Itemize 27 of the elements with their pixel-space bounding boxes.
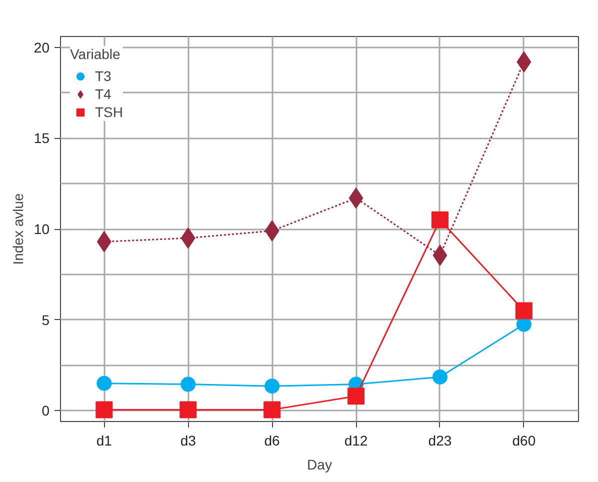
x-tick-label: d60 — [512, 432, 536, 448]
point — [264, 401, 281, 418]
y-tick-label: 0 — [42, 402, 50, 419]
point — [432, 370, 448, 384]
y-tick-label: 10 — [34, 221, 50, 237]
x-tick-label: d1 — [96, 432, 112, 448]
x-tick-label: d23 — [428, 432, 452, 448]
point — [515, 302, 532, 320]
y-axis-title: Index avlue — [10, 192, 26, 265]
point — [180, 376, 196, 392]
x-tick-label: d6 — [264, 432, 280, 448]
point — [348, 388, 365, 405]
legend-label: TSH — [95, 103, 123, 121]
point — [96, 401, 113, 418]
x-axis-title: Day — [307, 456, 332, 472]
x-tick-label: d12 — [344, 432, 368, 448]
point — [180, 401, 197, 418]
point — [431, 211, 448, 228]
legend-label: T4 — [95, 85, 112, 103]
y-tick-label: 5 — [42, 312, 50, 328]
x-tick-label: d3 — [180, 432, 196, 448]
legend-label: T3 — [95, 67, 112, 85]
point — [96, 376, 112, 391]
y-tick-label: 15 — [34, 130, 50, 146]
legend-title: Variable — [70, 46, 122, 62]
y-tick-label: 20 — [34, 39, 50, 56]
point — [264, 378, 280, 394]
